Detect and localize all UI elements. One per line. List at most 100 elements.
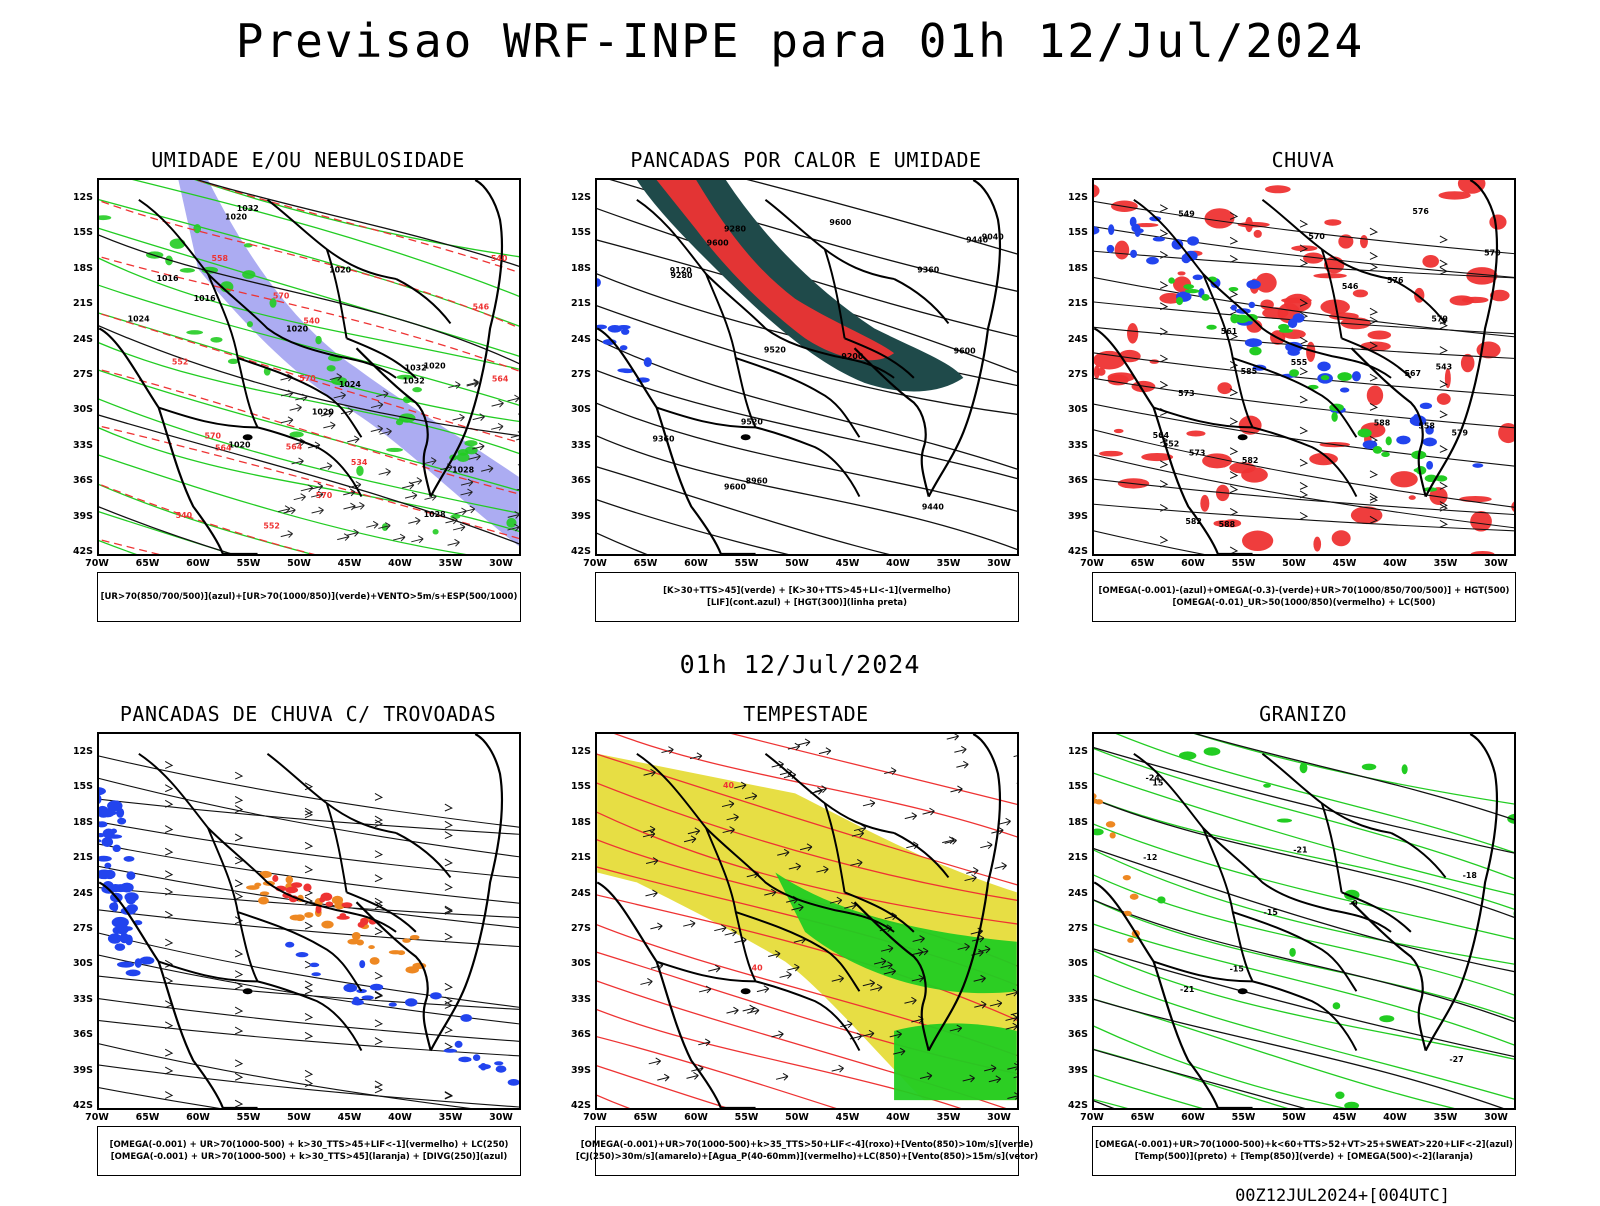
contour-label: 9200 xyxy=(841,352,864,361)
legend-caption-line: [LIF](cont.azul) + [HGT(300)](linha pret… xyxy=(707,597,907,609)
contour-label: 1032 xyxy=(237,204,259,213)
legend-caption-p6: [OMEGA(-0.001)+UR>70(1000-500)+k<60+TTS>… xyxy=(1092,1126,1516,1176)
contour-label: 567 xyxy=(1404,369,1421,378)
contour-label: 8960 xyxy=(746,477,769,486)
lon-tick-label: 55W xyxy=(232,1112,266,1123)
lat-tick-label: 12S xyxy=(63,192,93,203)
wind-vector xyxy=(863,800,875,807)
lat-tick-label: 36S xyxy=(1058,475,1088,486)
field-blob xyxy=(108,933,122,943)
lon-tick-label: 40W xyxy=(881,1112,915,1123)
wind-arrow xyxy=(1230,237,1237,244)
wind-arrow xyxy=(375,793,382,800)
wind-arrow xyxy=(165,826,172,833)
lat-tick-label: 30S xyxy=(561,404,591,415)
field-blob xyxy=(289,431,303,437)
contour-label: -18 xyxy=(1463,871,1478,880)
field-blob xyxy=(99,821,107,827)
isoline xyxy=(597,464,1017,554)
wind-arrow xyxy=(305,987,312,994)
isoline xyxy=(1094,1072,1514,1108)
lon-tick-label: 45W xyxy=(1328,558,1362,569)
contour-label: 582 xyxy=(1242,456,1259,465)
field-blob xyxy=(311,972,321,976)
wind-vector xyxy=(954,746,966,753)
lon-tick-label: 55W xyxy=(232,558,266,569)
contour-label: -12 xyxy=(1143,853,1157,862)
wind-vector xyxy=(411,536,423,543)
isoline xyxy=(597,496,1017,554)
lon-tick-label: 30W xyxy=(484,1112,518,1123)
legend-caption-p5: [OMEGA(-0.001)+UR>70(1000-500)+k>35_TTS>… xyxy=(595,1126,1019,1176)
wind-vector xyxy=(518,459,519,466)
field-blob xyxy=(1358,429,1372,438)
field-blob xyxy=(99,839,102,843)
wind-arrow xyxy=(375,1038,382,1045)
wind-vector xyxy=(819,748,831,755)
field-blob xyxy=(620,345,628,350)
wind-arrow xyxy=(375,851,382,858)
lat-tick-label: 42S xyxy=(561,546,591,557)
field-blob xyxy=(1204,747,1221,755)
field-blob xyxy=(396,419,403,425)
field-blob xyxy=(412,387,422,392)
contour-label: 558 xyxy=(1418,422,1435,431)
field-blob xyxy=(315,336,321,345)
field-blob xyxy=(457,453,470,462)
field-blob xyxy=(1367,385,1383,405)
field-blob xyxy=(126,895,136,905)
lat-tick-label: 30S xyxy=(561,958,591,969)
country-border xyxy=(396,833,450,878)
contour-label: -9 xyxy=(1349,899,1358,908)
wind-arrow xyxy=(235,834,242,841)
wind-arrow xyxy=(1300,427,1307,434)
field-blob xyxy=(1450,295,1474,305)
contour-label: 9360 xyxy=(917,265,940,274)
wind-vector xyxy=(323,422,335,429)
lat-tick-label: 27S xyxy=(1058,923,1088,934)
lon-tick-label: 45W xyxy=(831,1112,865,1123)
lat-tick-label: 24S xyxy=(561,888,591,899)
contour-label: 9440 xyxy=(922,502,945,511)
isoline xyxy=(99,197,519,330)
field-blob xyxy=(1186,430,1205,436)
lat-tick-label: 18S xyxy=(63,263,93,274)
field-blob xyxy=(443,1049,457,1053)
field-blob xyxy=(296,952,309,957)
contour-label: 1028 xyxy=(424,510,447,519)
field-blob xyxy=(506,518,516,528)
isoline xyxy=(1094,845,1514,965)
map-panel-p4 xyxy=(97,732,521,1110)
lat-tick-label: 18S xyxy=(561,817,591,828)
wind-vector xyxy=(343,503,355,510)
lat-tick-label: 12S xyxy=(63,746,93,757)
field-blob xyxy=(99,215,111,220)
lon-tick-label: 70W xyxy=(80,558,114,569)
wind-arrow xyxy=(1160,282,1167,289)
field-blob xyxy=(356,940,364,946)
field-blob xyxy=(117,961,134,967)
lat-tick-label: 24S xyxy=(1058,334,1088,345)
lon-tick-label: 55W xyxy=(730,558,764,569)
contour-label: 9600 xyxy=(707,239,730,248)
lake xyxy=(741,988,751,994)
wind-arrow xyxy=(1160,205,1167,212)
field-blob xyxy=(1498,423,1514,443)
wind-arrow xyxy=(165,761,172,768)
field-blob xyxy=(464,440,477,446)
field-blob xyxy=(1489,215,1506,230)
field-blob xyxy=(1115,241,1130,260)
field-blob xyxy=(1153,237,1165,242)
streamline xyxy=(99,820,519,878)
field-blob xyxy=(405,998,417,1006)
field-blob xyxy=(1396,436,1410,445)
field-blob xyxy=(1300,762,1308,773)
lat-tick-label: 12S xyxy=(1058,746,1088,757)
wind-arrow xyxy=(375,928,382,935)
field-blob xyxy=(389,1002,397,1006)
field-blob xyxy=(1423,438,1437,447)
wind-vector xyxy=(508,395,519,402)
lat-tick-label: 33S xyxy=(63,440,93,451)
wind-arrow xyxy=(305,1070,312,1077)
